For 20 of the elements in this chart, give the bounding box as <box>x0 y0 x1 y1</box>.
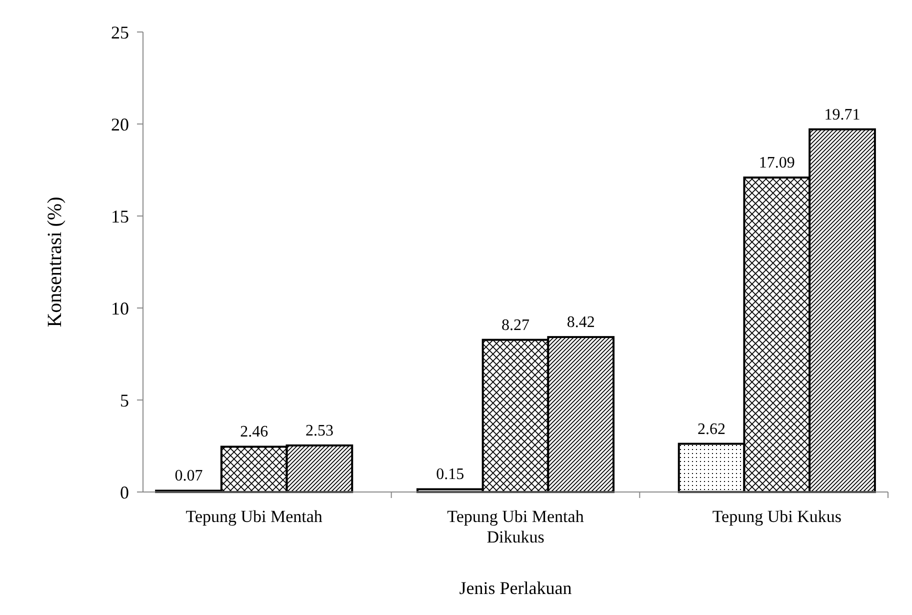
data-label: 0.07 <box>174 468 203 485</box>
y-tick-label: 25 <box>111 22 129 42</box>
data-label: 19.71 <box>824 106 860 124</box>
data-label: 17.09 <box>758 154 795 172</box>
data-label: 2.53 <box>305 422 334 440</box>
x-tick-label: Tepung Ubi Mentah Dikukus <box>447 507 584 546</box>
y-tick-label: 10 <box>111 298 129 318</box>
y-tick-label: 0 <box>120 482 129 502</box>
y-tick-label: 20 <box>111 114 129 134</box>
y-axis-title: Konsentrasi (%) <box>44 196 66 328</box>
data-label: 0.15 <box>436 466 464 484</box>
data-label: 2.46 <box>240 424 268 441</box>
x-tick-label: Tepung Ubi Kukus <box>712 507 842 526</box>
data-label: 2.62 <box>698 420 726 438</box>
y-tick-label: 5 <box>120 390 129 410</box>
y-tick-label: 15 <box>111 206 129 226</box>
x-axis-title: Jenis Perlakuan <box>459 578 572 598</box>
x-tick-label: Tepung Ubi Mentah <box>186 507 323 526</box>
data-label: 8.42 <box>566 314 595 332</box>
data-label: 8.27 <box>502 316 530 334</box>
